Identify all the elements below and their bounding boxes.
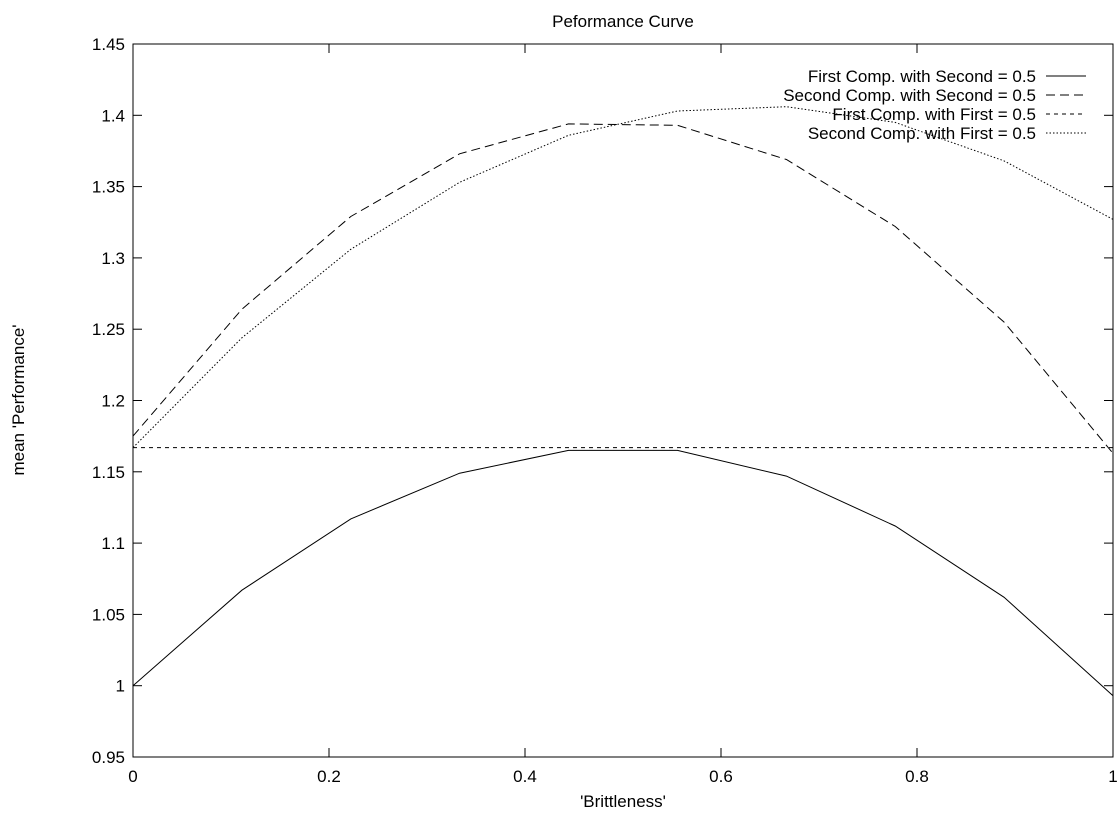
- x-tick-label: 0: [128, 767, 137, 786]
- x-tick-label: 0.2: [317, 767, 341, 786]
- x-axis: 0 0.2 0.4 0.6 0.8 1: [128, 44, 1118, 786]
- y-axis: 0.95 1 1.05 1.1 1.15 1.2 1.25 1.3 1.35 1.4 1.45: [92, 35, 1113, 767]
- legend-label-2: Second Comp. with Second = 0.5: [783, 86, 1036, 105]
- legend-label-3: First Comp. with First = 0.5: [832, 105, 1036, 124]
- series-line-4: [132, 106, 1114, 448]
- plot-frame: [132, 43, 1114, 758]
- x-tick-label: 0.8: [905, 767, 929, 786]
- series-line-2: [132, 123, 1114, 454]
- series-layer: [132, 106, 1114, 697]
- y-tick-label: 1.1: [101, 534, 125, 553]
- chart-title: Peformance Curve: [552, 12, 694, 31]
- y-tick-label: 1.35: [92, 178, 125, 197]
- x-tick-label: 1: [1108, 767, 1117, 786]
- y-tick-label: 1: [116, 677, 125, 696]
- y-tick-label: 1.45: [92, 35, 125, 54]
- x-tick-label: 0.4: [513, 767, 537, 786]
- x-axis-title: 'Brittleness': [580, 792, 666, 811]
- y-tick-label: 1.2: [101, 392, 125, 411]
- y-tick-label: 1.05: [92, 605, 125, 624]
- series-line-1: [132, 449, 1114, 697]
- legend-label-4: Second Comp. with First = 0.5: [808, 124, 1036, 143]
- y-axis-title: mean 'Performance': [9, 324, 28, 475]
- y-tick-label: 1.4: [101, 106, 125, 125]
- y-tick-label: 1.15: [92, 463, 125, 482]
- y-tick-label: 0.95: [92, 748, 125, 767]
- x-tick-label: 0.6: [709, 767, 733, 786]
- legend-label-1: First Comp. with Second = 0.5: [808, 67, 1036, 86]
- y-tick-label: 1.25: [92, 320, 125, 339]
- y-tick-label: 1.3: [101, 249, 125, 268]
